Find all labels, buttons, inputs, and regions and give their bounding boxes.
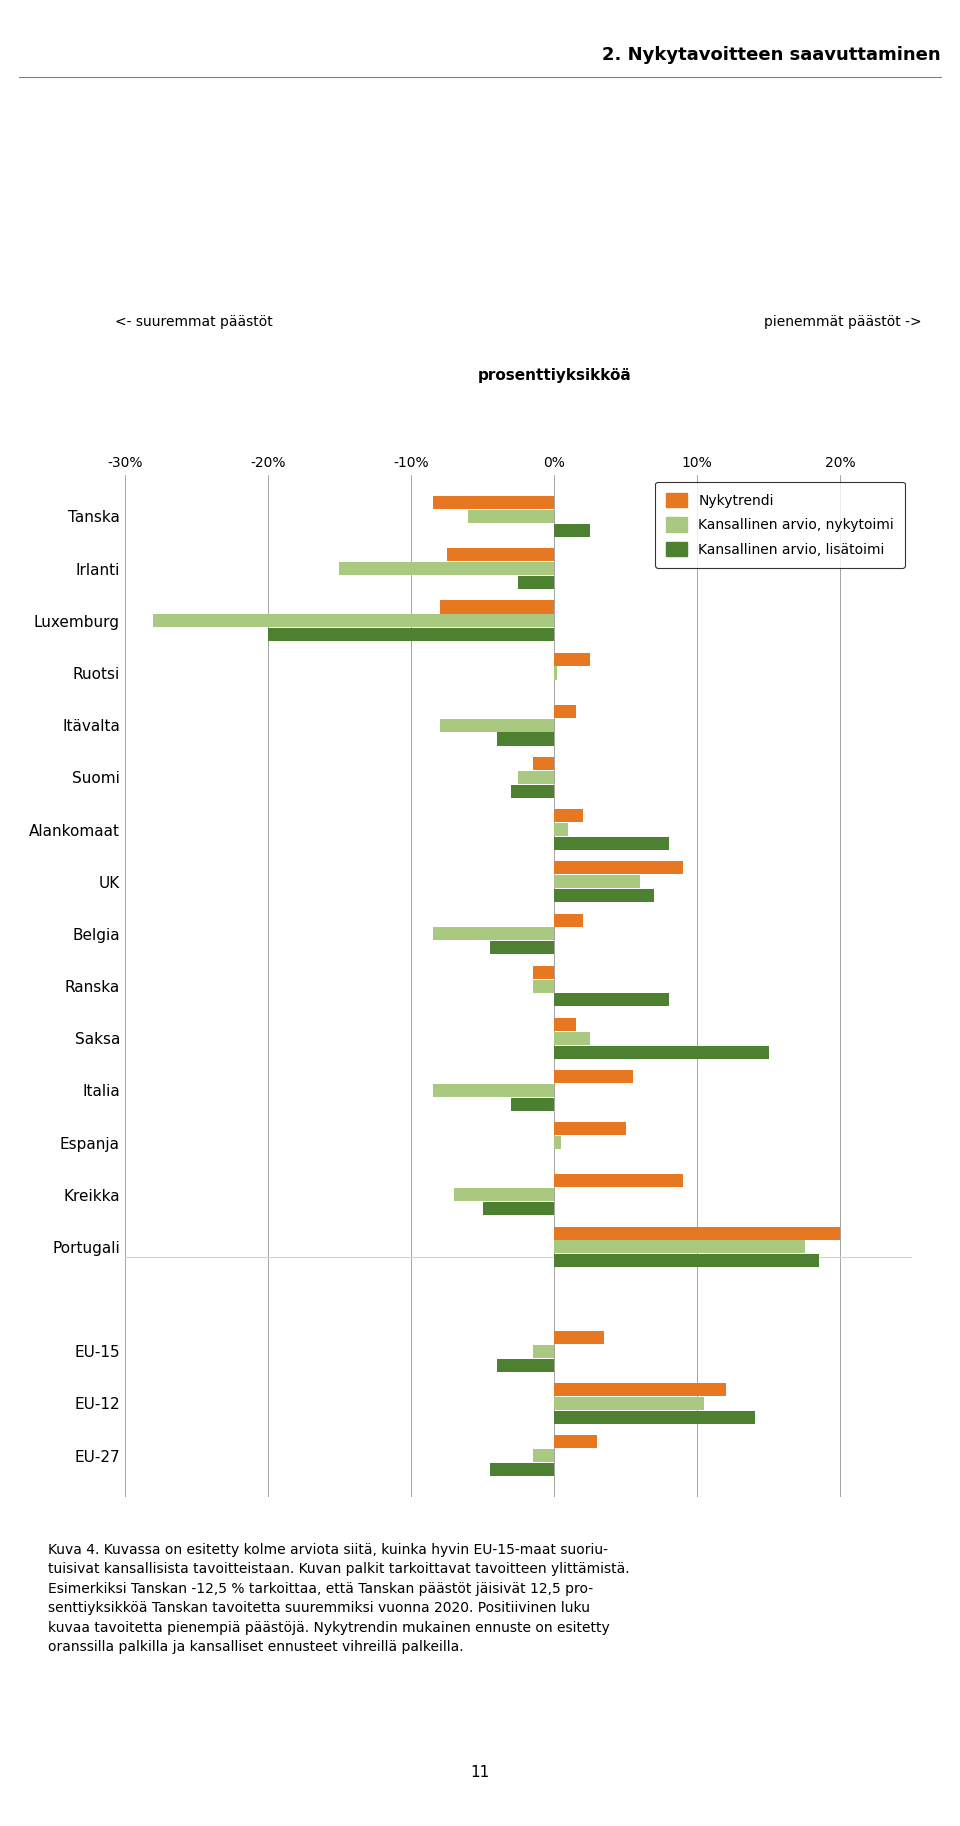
Bar	[554, 824, 568, 836]
Bar	[554, 1046, 769, 1059]
Text: 2. Nykytavoitteen saavuttaminen: 2. Nykytavoitteen saavuttaminen	[602, 46, 941, 64]
Bar	[554, 666, 557, 679]
Bar	[554, 809, 583, 822]
Bar	[554, 875, 640, 887]
Bar	[554, 889, 655, 902]
Bar	[268, 628, 554, 641]
Bar	[554, 913, 583, 926]
Bar	[533, 966, 554, 979]
Bar	[554, 1254, 819, 1267]
Bar	[440, 601, 554, 614]
Bar	[533, 1344, 554, 1359]
Bar	[554, 993, 669, 1006]
Bar	[554, 1123, 626, 1136]
Bar	[490, 940, 554, 955]
Text: 11: 11	[470, 1766, 490, 1780]
Bar	[554, 1382, 726, 1397]
Bar	[446, 548, 554, 561]
Bar	[554, 1070, 633, 1083]
Bar	[554, 1136, 562, 1149]
Bar	[554, 1174, 683, 1187]
Bar	[533, 758, 554, 771]
Bar	[554, 836, 669, 849]
Bar	[554, 705, 576, 718]
Bar	[490, 1463, 554, 1475]
Bar	[554, 1331, 604, 1344]
Bar	[554, 1397, 705, 1410]
Bar	[512, 785, 554, 798]
Bar	[554, 862, 683, 875]
Bar	[554, 1411, 755, 1424]
Bar	[433, 928, 554, 940]
Legend: Nykytrendi, Kansallinen arvio, nykytoimi, Kansallinen arvio, lisätoimi: Nykytrendi, Kansallinen arvio, nykytoimi…	[655, 482, 905, 568]
Bar	[554, 524, 590, 537]
Bar	[440, 719, 554, 732]
Bar	[518, 771, 554, 783]
Text: Kuva 4. Kuvassa on esitetty kolme arviota siitä, kuinka hyvin EU-15-maat suoriu-: Kuva 4. Kuvassa on esitetty kolme arviot…	[48, 1543, 630, 1654]
Bar	[533, 979, 554, 993]
Bar	[554, 1032, 590, 1044]
Bar	[554, 1435, 597, 1448]
Bar	[533, 1450, 554, 1463]
Bar	[468, 509, 554, 522]
Bar	[554, 1017, 576, 1032]
Bar	[433, 497, 554, 509]
Bar	[483, 1202, 554, 1214]
Text: <- suuremmat päästöt: <- suuremmat päästöt	[115, 314, 273, 329]
Bar	[554, 1227, 840, 1240]
Text: prosenttiyksikköä: prosenttiyksikköä	[477, 369, 631, 383]
Bar	[433, 1085, 554, 1097]
Bar	[554, 652, 590, 666]
Bar	[497, 1359, 554, 1371]
Bar	[554, 1240, 804, 1253]
Bar	[512, 1097, 554, 1110]
Bar	[340, 562, 554, 575]
Bar	[518, 575, 554, 590]
Text: pienemmät päästöt ->: pienemmät päästöt ->	[764, 314, 922, 329]
Bar	[497, 732, 554, 745]
Bar	[454, 1189, 554, 1202]
Bar	[154, 614, 554, 628]
